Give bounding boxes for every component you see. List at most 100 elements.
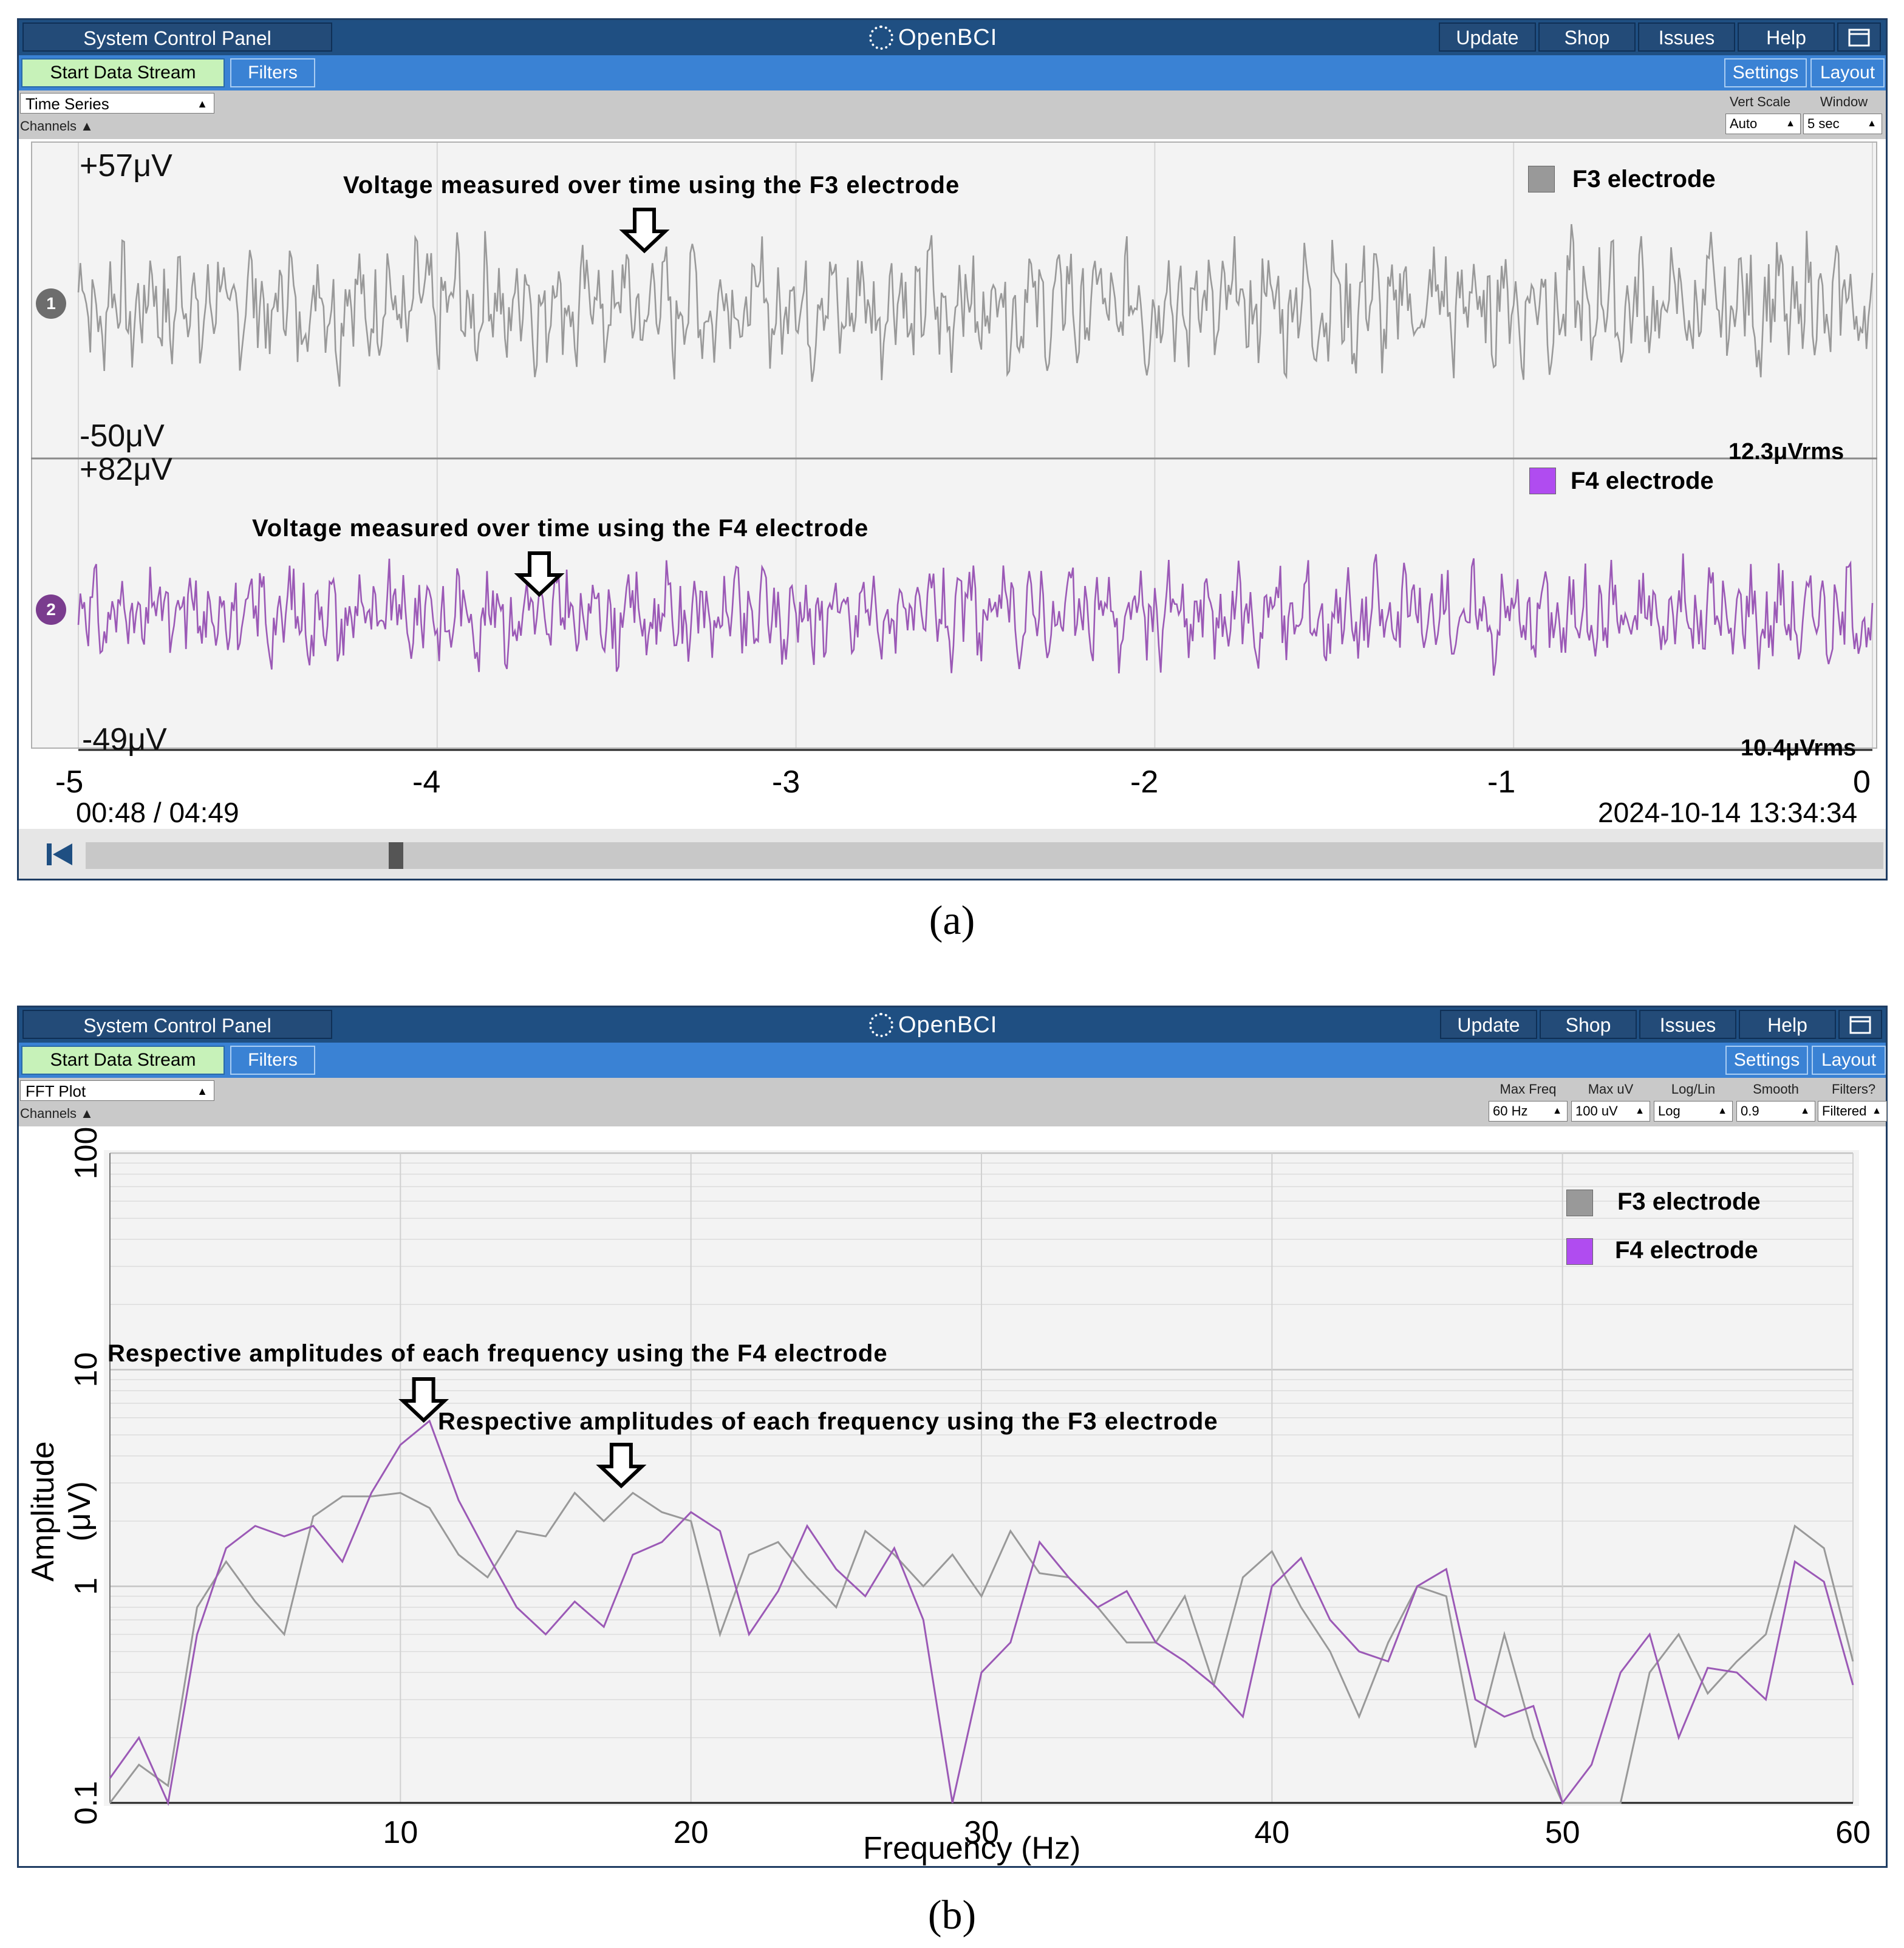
issues-button[interactable]: Issues xyxy=(1638,22,1735,52)
channels-toggle[interactable]: Channels ▲ xyxy=(20,1106,94,1121)
f4-legend-swatch xyxy=(1529,468,1556,494)
y-tick-label: 0.1 xyxy=(69,1781,104,1825)
playback-slider[interactable] xyxy=(86,842,1883,869)
log-lin-label: Log/Lin xyxy=(1671,1081,1716,1097)
f4-legend-swatch xyxy=(1566,1238,1593,1265)
channels-toggle[interactable]: Channels ▲ xyxy=(20,118,94,134)
widget-selector[interactable]: FFT Plot ▲ xyxy=(20,1080,214,1101)
help-button[interactable]: Help xyxy=(1739,1010,1836,1039)
vert-scale-select[interactable]: Auto ▲ xyxy=(1725,114,1801,134)
f4-annotation: Voltage measured over time using the F4 … xyxy=(252,515,869,542)
playback-slider-handle[interactable] xyxy=(389,842,403,869)
shop-button[interactable]: Shop xyxy=(1540,1010,1637,1039)
f3-legend-label: F3 electrode xyxy=(1572,166,1716,192)
filters-value: Filtered xyxy=(1822,1103,1867,1119)
filters-label: Filters? xyxy=(1831,1081,1876,1097)
skip-back-button[interactable] xyxy=(46,841,75,868)
playback-bar xyxy=(19,829,1886,879)
caret-up-icon: ▲ xyxy=(197,98,208,110)
widget-header: Time Series ▲ Channels ▲ Vert Scale Windo… xyxy=(19,90,1886,139)
filters-select[interactable]: Filtered ▲ xyxy=(1818,1101,1887,1122)
caret-up-icon: ▲ xyxy=(1800,1106,1810,1116)
y-tick-label: 100 xyxy=(69,1127,104,1180)
brand-text: OpenBCI xyxy=(898,1012,998,1038)
start-data-stream-button[interactable]: Start Data Stream xyxy=(21,58,225,87)
window-select[interactable]: 5 sec ▲ xyxy=(1803,114,1882,134)
brand-text: OpenBCI xyxy=(898,25,998,50)
openbci-logo-icon xyxy=(869,26,893,50)
max-uv-label: Max uV xyxy=(1588,1081,1634,1097)
update-button[interactable]: Update xyxy=(1440,1010,1537,1039)
settings-button[interactable]: Settings xyxy=(1725,1046,1808,1075)
f3-fft-annotation-arrow xyxy=(596,1443,647,1489)
x-tick: -1 xyxy=(1487,765,1516,800)
x-tick: -4 xyxy=(412,765,441,800)
max-uv-select[interactable]: 100 uV ▲ xyxy=(1571,1101,1650,1122)
caret-up-icon: ▲ xyxy=(1552,1106,1562,1116)
window-value: 5 sec xyxy=(1807,116,1840,131)
system-control-panel-button[interactable]: System Control Panel xyxy=(22,22,332,52)
channel-1-rms: 12.3μVrms xyxy=(1728,439,1844,465)
openbci-logo: OpenBCI xyxy=(869,22,997,53)
update-button[interactable]: Update xyxy=(1439,22,1536,52)
channel-2-ymax: +82μV xyxy=(80,452,172,487)
smooth-value: 0.9 xyxy=(1741,1103,1759,1119)
f3-annotation-arrow xyxy=(619,208,670,254)
window-label: Window xyxy=(1820,94,1868,109)
channel-1-badge[interactable]: 1 xyxy=(36,288,66,319)
f3-fft-annotation: Respective amplitudes of each frequency … xyxy=(438,1408,1218,1435)
fft-ylabel: Amplitude (μV) xyxy=(26,1441,97,1582)
start-data-stream-button[interactable]: Start Data Stream xyxy=(21,1046,225,1075)
layout-button[interactable]: Layout xyxy=(1812,1046,1886,1075)
f4-legend-label: F4 electrode xyxy=(1615,1237,1758,1264)
f4-fft-annotation-arrow xyxy=(398,1377,449,1423)
window-icon[interactable] xyxy=(1838,1010,1882,1039)
channel-2-badge[interactable]: 2 xyxy=(36,594,66,625)
layout-button[interactable]: Layout xyxy=(1810,58,1885,87)
filters-button[interactable]: Filters xyxy=(230,1046,315,1075)
openbci-logo-icon xyxy=(869,1013,893,1037)
x-tick-label: 20 xyxy=(674,1815,709,1850)
toolbar: Start Data Stream Filters Settings Layou… xyxy=(19,55,1886,90)
f3-legend-swatch xyxy=(1566,1190,1593,1216)
y-tick-label: 10 xyxy=(69,1352,104,1388)
log-lin-value: Log xyxy=(1658,1103,1681,1119)
caret-up-icon: ▲ xyxy=(1635,1106,1645,1116)
panel-b-window: System Control Panel OpenBCI Update Shop… xyxy=(17,1006,1888,1868)
f4-annotation-arrow xyxy=(514,551,565,598)
shop-button[interactable]: Shop xyxy=(1538,22,1636,52)
x-tick-label: 60 xyxy=(1835,1815,1871,1850)
max-uv-value: 100 uV xyxy=(1575,1103,1618,1119)
f3-legend-label: F3 electrode xyxy=(1617,1188,1761,1215)
f4-fft-line xyxy=(109,1419,1854,1807)
f3-voltage-trace xyxy=(77,224,1874,387)
channel-2-ymin: -49μV xyxy=(82,722,167,757)
toolbar: Start Data Stream Filters Settings Layou… xyxy=(19,1043,1886,1078)
panel-a-window: System Control Panel OpenBCI Update Shop… xyxy=(17,18,1888,880)
widget-selector-value: Time Series xyxy=(26,95,109,113)
caret-up-icon: ▲ xyxy=(1872,1106,1882,1116)
f4-fft-annotation: Respective amplitudes of each frequency … xyxy=(107,1340,888,1367)
issues-button[interactable]: Issues xyxy=(1639,1010,1736,1039)
window-icon[interactable] xyxy=(1837,22,1881,52)
smooth-select[interactable]: 0.9 ▲ xyxy=(1736,1101,1815,1122)
x-tick-label: 30 xyxy=(964,1815,999,1850)
playback-time: 00:48 / 04:49 xyxy=(76,797,239,828)
time-series-plot xyxy=(31,141,1877,749)
max-freq-select[interactable]: 60 Hz ▲ xyxy=(1489,1101,1568,1122)
caret-up-icon: ▲ xyxy=(197,1085,208,1097)
channel-1-ymax: +57μV xyxy=(80,148,172,183)
vert-scale-label: Vert Scale xyxy=(1729,94,1791,109)
openbci-logo: OpenBCI xyxy=(869,1010,997,1040)
system-control-panel-button[interactable]: System Control Panel xyxy=(22,1010,332,1039)
settings-button[interactable]: Settings xyxy=(1724,58,1807,87)
playback-timestamp: 2024-10-14 13:34:34 xyxy=(1598,797,1858,828)
widget-selector[interactable]: Time Series ▲ xyxy=(20,93,214,114)
caret-up-icon: ▲ xyxy=(1786,118,1795,129)
log-lin-select[interactable]: Log ▲ xyxy=(1654,1101,1733,1122)
top-bar: System Control Panel OpenBCI Update Shop… xyxy=(19,20,1886,55)
fft-svg: 10 20 30 40 50 60 0.1 1 10 100 xyxy=(69,1127,1871,1850)
filters-button[interactable]: Filters xyxy=(230,58,315,87)
help-button[interactable]: Help xyxy=(1738,22,1835,52)
f4-voltage-trace xyxy=(77,553,1874,676)
